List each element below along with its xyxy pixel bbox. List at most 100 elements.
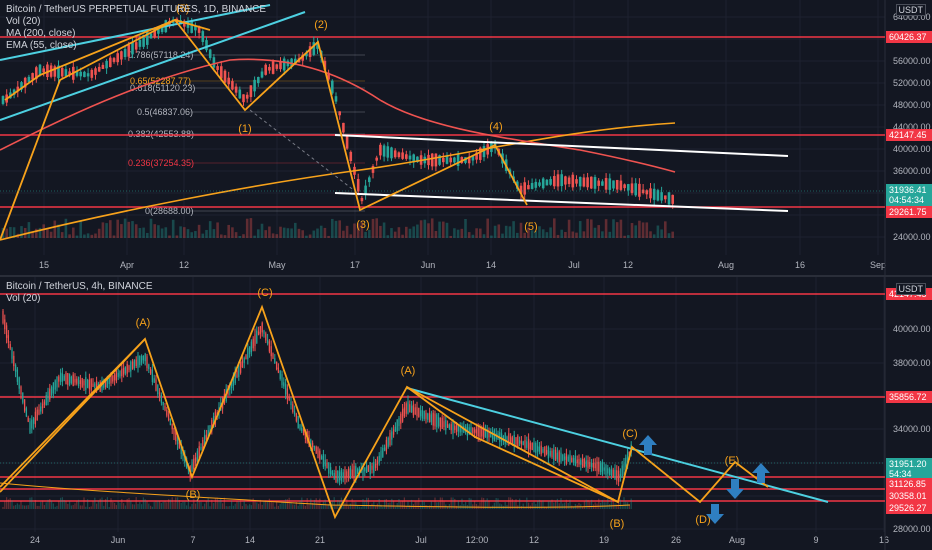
daily-volume-bar (593, 227, 597, 238)
h4-volume-bar (284, 499, 287, 509)
daily-volume-bar (301, 230, 304, 238)
daily-candle (427, 154, 430, 166)
h4-chart-title[interactable]: Bitcoin / TetherUS, 4h, BINANCE (6, 281, 153, 292)
daily-candle (571, 174, 575, 188)
h4-chart-pane[interactable]: 40000.0038000.0036000.0034000.0032000.00… (0, 277, 932, 550)
h4-candle (86, 379, 89, 388)
x-tick-label: 14 (486, 260, 496, 270)
daily-candle (238, 89, 242, 99)
elliott-wave-path (0, 18, 528, 241)
daily-volume-bar (79, 220, 82, 238)
daily-candle (530, 183, 534, 189)
h4-candle (468, 427, 470, 434)
daily-volume-bar (275, 234, 279, 238)
h4-volume-bar (104, 499, 107, 509)
daily-chart-pane[interactable]: 64000.0060000.0056000.0052000.0048000.00… (0, 0, 932, 275)
h4-candle (454, 425, 456, 430)
h4-chart-canvas[interactable]: 40000.0038000.0036000.0034000.0032000.00… (0, 277, 932, 550)
h4-volume-bar (545, 506, 548, 509)
h4-candle (85, 377, 87, 390)
h4-candle (50, 386, 53, 396)
h4-volume-bar (556, 498, 559, 509)
h4-volume-bar (607, 498, 609, 509)
h4-volume-bar (22, 505, 24, 509)
daily-candle (556, 174, 560, 187)
daily-chart-canvas[interactable]: 64000.0060000.0056000.0052000.0048000.00… (0, 0, 932, 275)
daily-candle (467, 156, 471, 164)
daily-candle (101, 64, 105, 69)
h4-volume-bar (268, 498, 271, 509)
h4-candle (436, 414, 438, 428)
h4-candle (261, 322, 263, 333)
h4-volume-bar (270, 501, 272, 509)
h4-candle (569, 454, 571, 465)
y-tick-label: 52000.00 (893, 78, 931, 88)
h4-candle (302, 429, 305, 436)
daily-candle (338, 111, 341, 116)
daily-candle (57, 65, 60, 79)
h4-candle (270, 346, 272, 357)
y-tick-label: 44000.00 (893, 122, 931, 132)
h4-candle (518, 440, 521, 444)
indicator-vol[interactable]: Vol (20) (6, 16, 41, 27)
h4-candle (250, 341, 253, 353)
h4-currency-label[interactable]: USDT (895, 283, 926, 295)
h4-candle (254, 334, 256, 346)
h4-volume-bar (259, 499, 262, 509)
h4-candle (281, 374, 283, 386)
h4-candle (625, 457, 627, 468)
daily-volume-bar (116, 219, 119, 238)
daily-candle (601, 181, 604, 186)
daily-chart-title[interactable]: Bitcoin / TetherUS PERPETUAL FUTURES, 1D… (6, 4, 267, 15)
daily-volume-bar (342, 230, 345, 238)
price-tag-box (886, 502, 932, 514)
indicator-ma[interactable]: MA (200, close) (6, 28, 76, 39)
daily-volume-bar (334, 220, 338, 238)
volume-ma-line (0, 482, 631, 508)
h4-candle (203, 435, 206, 447)
h4-candle (335, 470, 337, 483)
h4-volume-bar (218, 499, 220, 509)
y-tick-label: 56000.00 (893, 56, 931, 66)
h4-candle (171, 423, 173, 430)
h4-candle (2, 310, 4, 324)
h4-candle (472, 427, 474, 434)
h4-candle (79, 380, 82, 385)
h4-volume-bar (617, 497, 620, 509)
price-tag-label: 30358.01 (889, 491, 927, 501)
daily-volume-bar (578, 221, 582, 238)
indicator-vol-h4[interactable]: Vol (20) (6, 293, 41, 304)
h4-volume-bar (126, 498, 128, 509)
daily-candle (634, 183, 637, 196)
h4-volume-bar (184, 501, 186, 509)
h4-volume-bar (140, 504, 143, 509)
h4-candle (549, 450, 551, 456)
h4-volume-bar (601, 499, 604, 509)
pane-separator[interactable] (0, 275, 932, 277)
h4-candle (473, 429, 476, 433)
daily-volume-bar (120, 224, 123, 238)
x-tick-label: 16 (795, 260, 805, 270)
wave-channel-path (4, 19, 211, 101)
h4-volume-bar (563, 502, 566, 509)
fib-level-label: 0(28688.00) (145, 206, 194, 216)
h4-volume-bar (578, 502, 580, 509)
daily-candle (316, 41, 319, 49)
daily-volume-bar (556, 234, 560, 238)
h4-candle (470, 427, 472, 434)
h4-candle (25, 408, 28, 417)
h4-volume-bar (65, 500, 67, 509)
h4-volume-bar (211, 499, 213, 509)
h4-candle (418, 407, 420, 418)
daily-candle (527, 185, 530, 190)
daily-candle (312, 42, 316, 55)
indicator-ema[interactable]: EMA (55, close) (6, 40, 77, 51)
corrective-wave-path (0, 304, 769, 520)
h4-volume-bar (508, 497, 510, 509)
daily-candle (35, 67, 38, 80)
daily-candle (323, 60, 327, 70)
h4-volume-bar (337, 499, 339, 509)
h4-candle (437, 417, 440, 427)
daily-currency-label[interactable]: USDT (895, 4, 926, 16)
h4-candle (486, 429, 488, 439)
